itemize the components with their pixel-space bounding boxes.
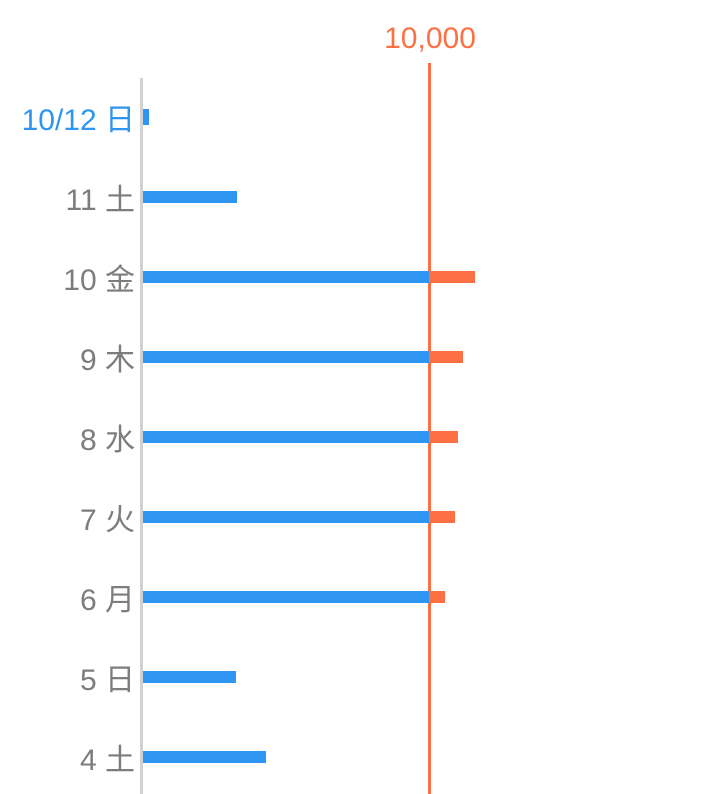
- steps-bar: [143, 191, 238, 203]
- steps-bar: [143, 431, 429, 443]
- steps-bar: [143, 511, 429, 523]
- row-label: 7 火: [79, 504, 135, 537]
- row-label: 9 木: [79, 344, 135, 377]
- steps-bar-over-goal: [429, 511, 455, 523]
- row-label: 10/12 日: [21, 104, 135, 137]
- steps-bar: [143, 751, 266, 763]
- steps-bar-over-goal: [429, 271, 475, 283]
- chart-row[interactable]: 5 日: [0, 637, 701, 717]
- steps-bar-over-goal: [429, 591, 445, 603]
- steps-bar: [143, 351, 429, 363]
- chart-row[interactable]: 11 土: [0, 157, 701, 237]
- y-axis-line: [140, 78, 143, 794]
- steps-bar: [143, 109, 149, 125]
- steps-bar-over-goal: [429, 431, 458, 443]
- chart-row[interactable]: 9 木: [0, 317, 701, 397]
- goal-line-label: 10,000: [384, 22, 476, 55]
- chart-row[interactable]: 10 金: [0, 237, 701, 317]
- chart-row[interactable]: 6 月: [0, 557, 701, 637]
- row-label: 10 金: [63, 264, 135, 297]
- row-label: 4 土: [79, 744, 135, 777]
- chart-row[interactable]: 10/12 日: [0, 77, 701, 157]
- row-label: 11 土: [65, 184, 135, 217]
- row-label: 5 日: [79, 664, 135, 697]
- steps-bar: [143, 671, 236, 683]
- row-label: 8 水: [79, 424, 135, 457]
- chart-row[interactable]: 8 水: [0, 397, 701, 477]
- goal-line: [428, 63, 431, 794]
- chart-row[interactable]: 4 土: [0, 717, 701, 794]
- chart-row[interactable]: 7 火: [0, 477, 701, 557]
- steps-bar-over-goal: [429, 351, 464, 363]
- steps-bar: [143, 591, 429, 603]
- row-label: 6 月: [79, 584, 135, 617]
- steps-bar: [143, 271, 429, 283]
